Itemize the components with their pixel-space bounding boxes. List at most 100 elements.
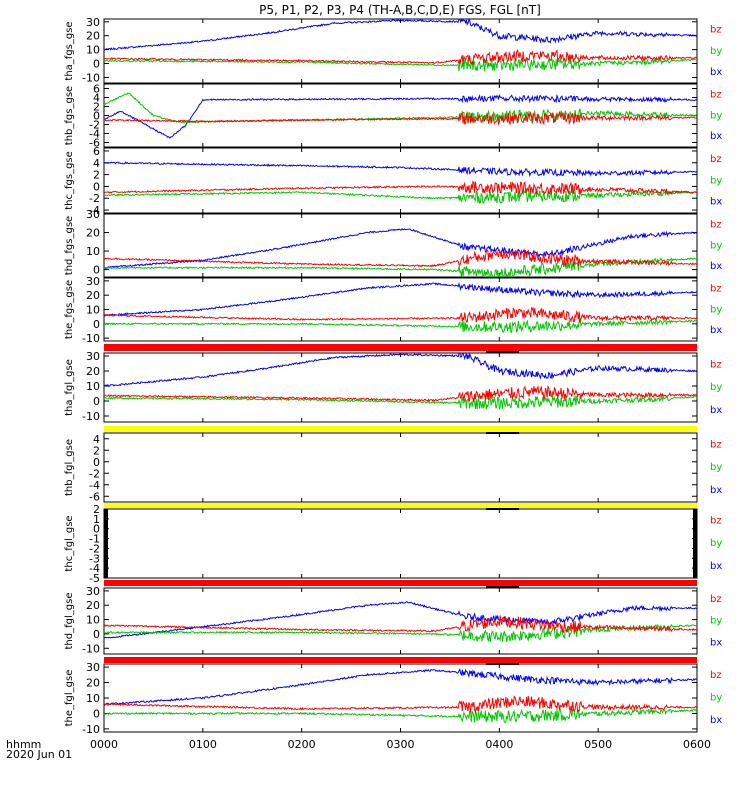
series-bz — [104, 248, 697, 268]
y-axis-label: thb_fgl_gse — [64, 439, 75, 496]
y-tick-label: 10 — [86, 380, 100, 393]
legend-bx: bx — [710, 261, 722, 272]
mode-bar — [104, 503, 697, 508]
y-tick-label: 6 — [93, 145, 100, 158]
x-tick-label: 0000 — [90, 738, 118, 751]
y-tick-label: -1 — [89, 533, 100, 546]
y-tick-label: 20 — [86, 227, 100, 240]
y-tick-label: 0 — [93, 628, 100, 641]
y-tick-label: -6 — [89, 137, 100, 150]
mode-bar-marker — [486, 432, 520, 434]
x-tick-label: 0500 — [584, 738, 612, 751]
panel-tha_fgl_gse: 30 20 10 0 -10 tha_fgl_gse bz by bx — [64, 350, 722, 423]
x-axis-label-hhmm: hhmm — [6, 738, 41, 751]
y-axis-label: thd_fgs_gse — [64, 216, 75, 275]
series-bx — [104, 282, 697, 317]
y-tick-label: 30 — [86, 16, 100, 29]
panel-thc_fgl_gse: 210-1-2-3-4-5 thc_fgl_gse bz by bx — [64, 503, 722, 585]
chart-title: P5, P1, P2, P3, P4 (TH-A,B,C,D,E) FGS, F… — [259, 3, 541, 17]
series-by — [104, 707, 697, 724]
y-axis-label: thc_fgs_gse — [64, 151, 75, 210]
y-tick-label: -2 — [89, 192, 100, 205]
y-tick-label: 10 — [86, 304, 100, 317]
series-by — [104, 57, 697, 72]
y-tick-label: 30 — [86, 208, 100, 221]
y-tick-label: -2 — [89, 542, 100, 555]
mode-bar — [104, 580, 697, 586]
x-axis-label-date: 2020 Jun 01 — [6, 748, 72, 761]
series-bx — [104, 93, 697, 139]
y-tick-label: -10 — [82, 332, 100, 345]
x-axis: 0000 0100 0200 0300 0400 0500 0600 — [90, 738, 711, 751]
y-tick-label: 20 — [86, 289, 100, 302]
legend-by: by — [710, 175, 722, 186]
y-tick-label: 10 — [86, 245, 100, 258]
y-tick-label: 2 — [93, 444, 100, 457]
y-tick-label: -5 — [89, 572, 100, 585]
panel-thb_fgl_gse: 420-2-4-6 thb_fgl_gse bz by bx — [64, 432, 722, 503]
x-tick-label: 0300 — [387, 738, 415, 751]
y-tick-label: 20 — [86, 599, 100, 612]
legend-bz: bz — [710, 90, 722, 101]
y-tick-label: -10 — [82, 410, 100, 423]
y-tick-label: 0 — [93, 523, 100, 536]
legend-by: by — [710, 693, 722, 704]
panel-frame — [103, 432, 698, 503]
mode-bar-marker — [486, 663, 520, 665]
y-tick-label: -6 — [89, 490, 100, 503]
y-tick-label: 0 — [93, 456, 100, 469]
y-tick-label: -4 — [89, 479, 100, 492]
y-tick-label: 4 — [93, 433, 100, 446]
legend-bx: bx — [710, 637, 722, 648]
legend-bz: bz — [710, 439, 722, 450]
y-tick-label: 0 — [93, 180, 100, 193]
panel-frame — [103, 352, 698, 423]
legend-bz: bz — [710, 594, 722, 605]
y-tick-label: 30 — [86, 585, 100, 598]
panel-the_fgl_gse: 30 20 10 0 -10 the_fgl_gse bz by bx — [64, 661, 722, 736]
legend-bx: bx — [710, 405, 722, 416]
legend-by: by — [710, 110, 722, 121]
y-axis-label: thd_fgl_gse — [64, 593, 75, 650]
y-tick-label: 30 — [86, 275, 100, 288]
legend-bx: bx — [710, 485, 722, 496]
mode-bar — [104, 344, 697, 351]
y-axis-label: thb_fgs_gse — [64, 86, 75, 145]
y-tick-label: 2 — [93, 101, 100, 114]
x-tick-label: 0200 — [288, 738, 316, 751]
panel-frame — [103, 147, 698, 214]
y-axis-label: the_fgs_gse — [64, 280, 75, 339]
series-bz — [104, 695, 697, 715]
series-bz — [104, 180, 697, 196]
y-tick-label: -10 — [82, 723, 100, 736]
legend-bz: bz — [710, 515, 722, 526]
x-tick-label: 0100 — [189, 738, 217, 751]
y-tick-label: 30 — [86, 661, 100, 674]
data-gap-right — [693, 509, 697, 578]
legend-bz: bz — [710, 284, 722, 295]
y-tick-label: 20 — [86, 365, 100, 378]
legend-bx: bx — [710, 325, 722, 336]
legend-by: by — [710, 462, 722, 473]
legend-bx: bx — [710, 561, 722, 572]
y-tick-label: 0 — [93, 395, 100, 408]
legend-by: by — [710, 304, 722, 315]
series-by — [104, 395, 697, 411]
legend-bx: bx — [710, 715, 722, 726]
y-tick-label: 2 — [93, 503, 100, 516]
series-bx — [104, 161, 697, 178]
y-tick-label: 0 — [93, 110, 100, 123]
y-tick-label: 4 — [93, 92, 100, 105]
series-bz — [104, 615, 697, 634]
y-tick-label: 0 — [93, 318, 100, 331]
y-tick-label: -4 — [89, 562, 100, 575]
y-tick-label: 6 — [93, 83, 100, 96]
y-tick-label: 30 — [86, 350, 100, 363]
x-tick-label: 0400 — [485, 738, 513, 751]
y-tick-label: 4 — [93, 157, 100, 170]
